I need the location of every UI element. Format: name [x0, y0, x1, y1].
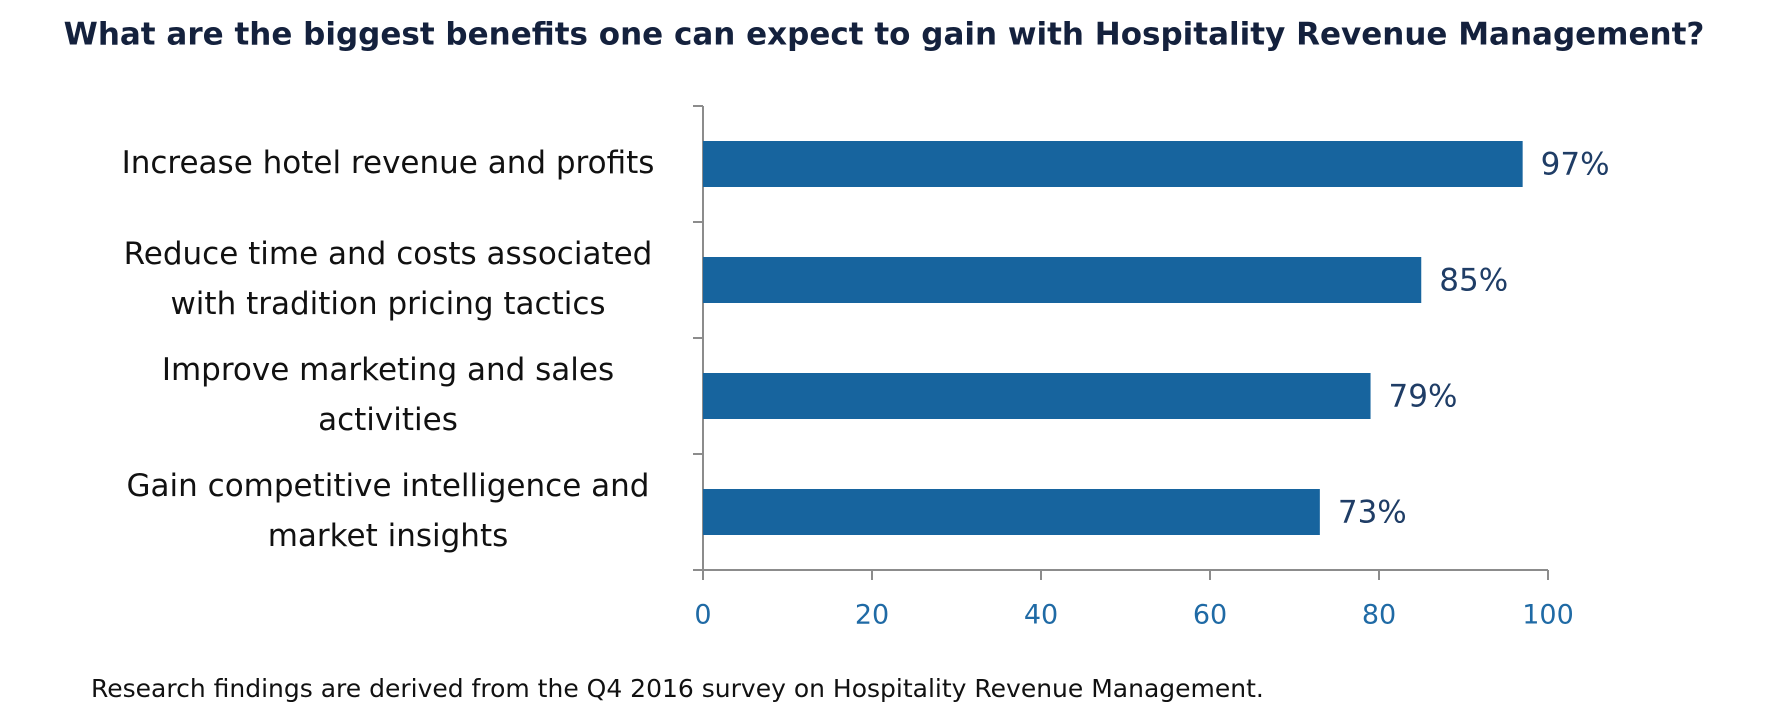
label-line: Reduce time and costs associated — [124, 236, 653, 272]
bar — [703, 373, 1371, 419]
value-label: 73% — [1338, 495, 1407, 531]
label-line: market insights — [268, 518, 509, 554]
x-tick-label: 0 — [694, 600, 711, 631]
category-label: Increase hotel revenue and profits — [122, 145, 655, 181]
label-line: Increase hotel revenue and profits — [122, 145, 655, 181]
label-line: Improve marketing and sales — [162, 352, 614, 388]
label-line: Gain competitive intelligence and — [127, 468, 650, 504]
label-line: activities — [318, 402, 458, 438]
bar — [703, 257, 1422, 303]
x-tick-label: 60 — [1193, 600, 1227, 631]
chart-title: What are the biggest benefits one can ex… — [64, 17, 1705, 53]
x-tick-label: 80 — [1362, 600, 1396, 631]
x-tick-label: 20 — [855, 600, 889, 631]
label-line: with tradition pricing tactics — [170, 286, 605, 322]
category-label: Gain competitive intelligence and market … — [127, 468, 650, 554]
value-label: 79% — [1389, 379, 1458, 415]
x-tick-label: 40 — [1024, 600, 1058, 631]
category-label: Reduce time and costs associated with tra… — [124, 236, 653, 322]
x-tick-label: 100 — [1522, 600, 1574, 631]
value-label: 97% — [1541, 147, 1610, 183]
value-label: 85% — [1439, 263, 1508, 299]
category-label: Improve marketing and sales activities — [162, 352, 614, 438]
bar — [703, 489, 1320, 535]
bar — [703, 141, 1523, 187]
footnote: Research findings are derived from the Q… — [91, 674, 1264, 703]
